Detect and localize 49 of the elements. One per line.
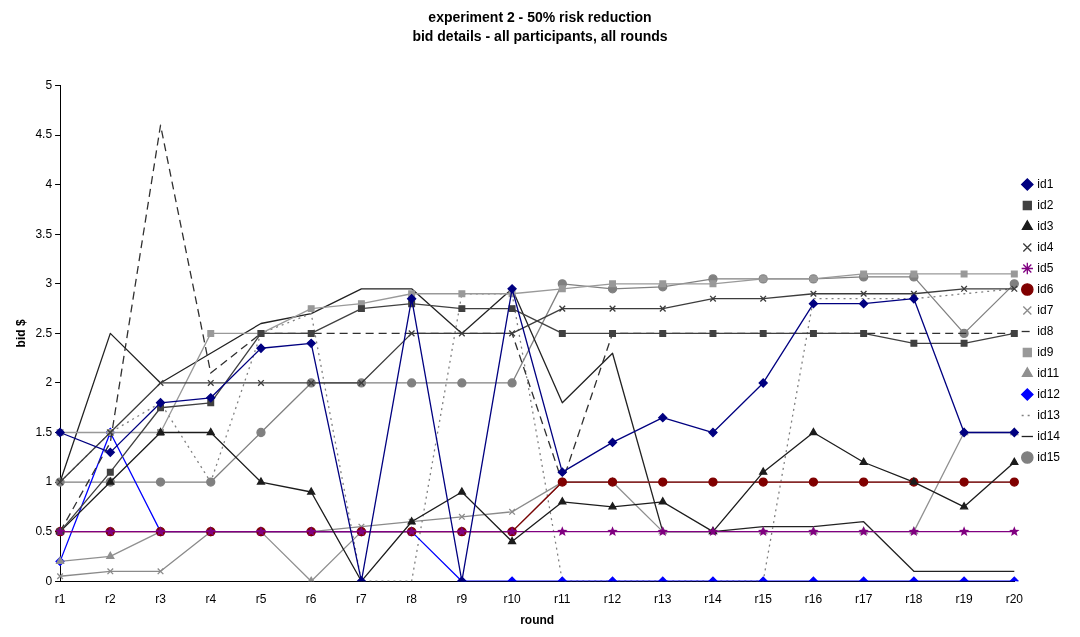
y-tick-label: 3	[45, 276, 53, 291]
legend-label: id8	[1037, 323, 1054, 338]
x-tick-label: r15	[754, 591, 773, 606]
x-tick-label: r16	[804, 591, 823, 606]
x-tick-label: r13	[654, 591, 672, 606]
x-tick-label: r5	[255, 591, 267, 606]
legend-label: id9	[1037, 344, 1054, 359]
y-tick-label: 2	[45, 375, 53, 390]
x-tick-label: r10	[503, 591, 522, 606]
x-tick-label: r12	[603, 591, 622, 606]
legend-label: id3	[1037, 218, 1054, 233]
y-tick-label: 1.5	[35, 424, 53, 439]
y-tick-label: 2.5	[35, 325, 53, 340]
x-tick-label: r14	[704, 591, 722, 606]
x-tick-label: r17	[854, 591, 873, 606]
x-tick-label: r11	[554, 591, 571, 606]
legend-label: id14	[1037, 428, 1061, 443]
y-tick-label: 3.5	[35, 226, 53, 241]
legend-label: id11	[1037, 365, 1060, 380]
x-tick-label: r9	[456, 591, 468, 606]
x-tick-label: r18	[905, 591, 923, 606]
x-tick-label: r6	[305, 591, 317, 606]
legend-label: id4	[1037, 239, 1054, 254]
legend-label: id6	[1037, 281, 1054, 296]
x-axis-title: round	[520, 613, 555, 628]
chart-subtitle: bid details - all participants, all rounds	[412, 28, 668, 45]
legend-label: id15	[1037, 449, 1061, 464]
chart-title: experiment 2 - 50% risk reduction	[428, 9, 652, 26]
legend-label: id7	[1037, 302, 1054, 317]
x-tick-label: r1	[54, 591, 66, 606]
legend-label: id2	[1037, 197, 1054, 212]
x-tick-label: r19	[955, 591, 974, 606]
x-tick-label: r3	[155, 591, 167, 606]
y-tick-label: 0.5	[35, 523, 53, 538]
y-tick-label: 5	[45, 77, 53, 92]
y-axis-title: bid $	[13, 319, 28, 348]
x-tick-label: r7	[356, 591, 368, 606]
x-tick-label: r20	[1005, 591, 1024, 606]
y-tick-label: 4	[45, 177, 53, 192]
y-tick-label: 0	[45, 573, 53, 588]
x-tick-label: r8	[406, 591, 418, 606]
legend-label: id13	[1037, 407, 1061, 422]
x-tick-label: r4	[205, 591, 217, 606]
x-tick-label: r2	[104, 591, 116, 606]
legend-label: id1	[1037, 176, 1054, 191]
legend-label: id5	[1037, 260, 1054, 275]
legend-label: id12	[1037, 386, 1061, 401]
y-tick-label: 1	[45, 474, 53, 489]
y-tick-label: 4.5	[35, 127, 53, 142]
